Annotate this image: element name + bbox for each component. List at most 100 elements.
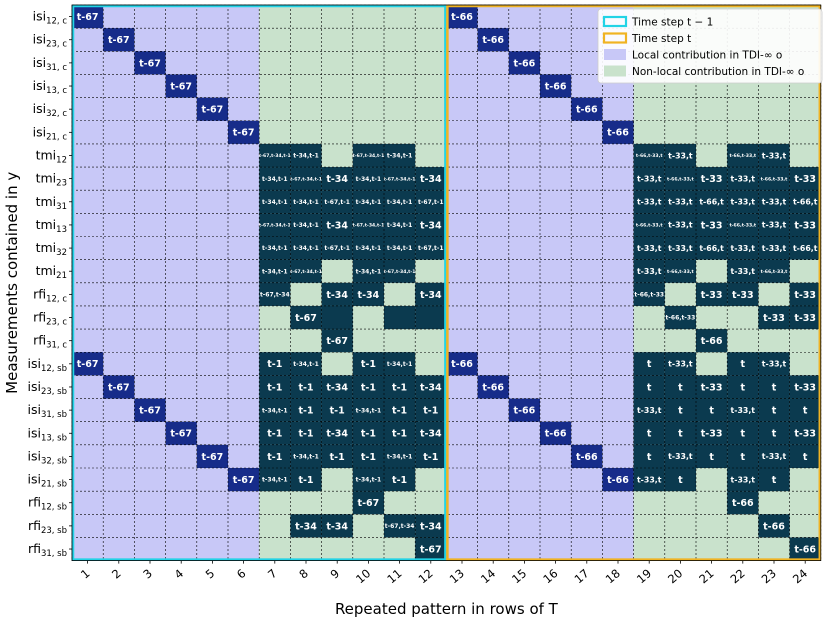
cell-label: t-67 [202, 452, 224, 463]
data-cell [415, 537, 447, 561]
bg-cell [196, 352, 228, 376]
bg-cell [228, 514, 260, 538]
cell-label: t-34 [420, 382, 442, 393]
bg-cell [165, 97, 197, 121]
bg-cell [321, 491, 353, 515]
bg-cell [134, 421, 166, 445]
bg-cell [103, 213, 135, 237]
bg-cell [72, 537, 104, 561]
bg-cell [540, 51, 572, 75]
bg-cell [602, 282, 634, 306]
cell-label: t-66,t-33,t [761, 176, 788, 182]
plot-frame [71, 4, 822, 561]
cell-label: t-67,t-34,t-1 [290, 269, 322, 275]
bg-cell [477, 213, 509, 237]
bg-cell [540, 514, 572, 538]
data-cell [727, 468, 759, 492]
data-cell [384, 444, 416, 468]
cell-label: t-33 [701, 382, 723, 393]
legend-label: Local contribution in TDI-∞ o [632, 50, 782, 62]
bg-cell [508, 305, 540, 330]
bg-cell [446, 398, 478, 422]
bg-cell [477, 143, 509, 168]
data-cell [758, 213, 790, 237]
data-cell [664, 421, 696, 445]
bg-cell [571, 421, 603, 445]
bg-cell [228, 305, 260, 330]
data-cell [321, 375, 353, 399]
bg-cell [228, 259, 260, 283]
data-cell [758, 421, 790, 445]
cell-label: t-34,t-1 [262, 199, 288, 206]
bg-cell [664, 514, 696, 538]
bg-cell [540, 352, 572, 376]
bg-cell [228, 167, 260, 191]
column-tick-label: 20 [665, 566, 685, 586]
cell-label: t-67 [202, 105, 224, 116]
data-cell [696, 190, 728, 214]
cell-label: t-66 [545, 81, 567, 92]
bg-cell [540, 375, 572, 399]
bg-cell [633, 537, 665, 561]
bg-cell [571, 74, 603, 98]
bg-cell [696, 537, 728, 561]
data-cell [290, 167, 322, 191]
bg-cell [508, 514, 540, 538]
bg-cell [508, 213, 540, 237]
cell-label: t-1 [423, 406, 438, 417]
bg-cell [571, 329, 603, 353]
cell-label: t-67 [358, 498, 380, 509]
bg-cell [196, 282, 228, 306]
data-cell [633, 398, 665, 422]
bg-cell [415, 5, 447, 29]
bg-cell [789, 97, 821, 121]
bg-cell [290, 97, 322, 121]
data-cell [259, 282, 291, 306]
bg-cell [134, 143, 166, 168]
bg-cell [134, 28, 166, 52]
data-cell [758, 190, 790, 214]
cell-label: t-34 [295, 521, 317, 532]
cell-label: t-34,t-1 [262, 176, 288, 183]
cell-label: t-34 [420, 290, 442, 301]
cell-label: t-67 [108, 35, 130, 46]
bg-cell [321, 120, 353, 144]
data-cell [259, 421, 291, 445]
bg-cell [321, 97, 353, 121]
bg-cell [352, 120, 384, 144]
cell-label: t-33,t [731, 406, 756, 415]
cell-label: t-33,t [762, 221, 787, 230]
data-cell [633, 213, 665, 237]
data-cell [696, 375, 728, 399]
cell-label: t-66 [451, 359, 473, 370]
cell-label: t [647, 382, 652, 393]
cell-label: t-67 [77, 359, 99, 370]
data-cell [290, 468, 322, 492]
bg-cell [664, 537, 696, 561]
data-cell [321, 282, 353, 306]
data-cell [259, 398, 291, 422]
cell-label: t-67,t-34,t-1 [259, 223, 291, 229]
bg-cell [228, 190, 260, 214]
data-cell [352, 213, 384, 237]
bg-cell [477, 51, 509, 75]
bg-cell [540, 236, 572, 260]
data-cell [789, 398, 821, 422]
cell-label: t-34 [326, 382, 348, 393]
bg-cell [508, 74, 540, 98]
data-cell [758, 352, 790, 376]
bg-cell [196, 491, 228, 515]
bg-cell [290, 28, 322, 52]
cell-label: t-33 [701, 174, 723, 185]
bg-cell [134, 329, 166, 353]
bg-cell [228, 375, 260, 399]
bg-cell [72, 421, 104, 445]
data-cell [477, 28, 509, 52]
bg-cell [540, 5, 572, 29]
bg-cell [571, 167, 603, 191]
data-cell [696, 329, 728, 353]
cell-label: t-66 [576, 105, 598, 116]
time-step-prev-border [71, 4, 447, 561]
data-cell [352, 444, 384, 468]
row-tick-label: isi32, c [33, 101, 68, 119]
